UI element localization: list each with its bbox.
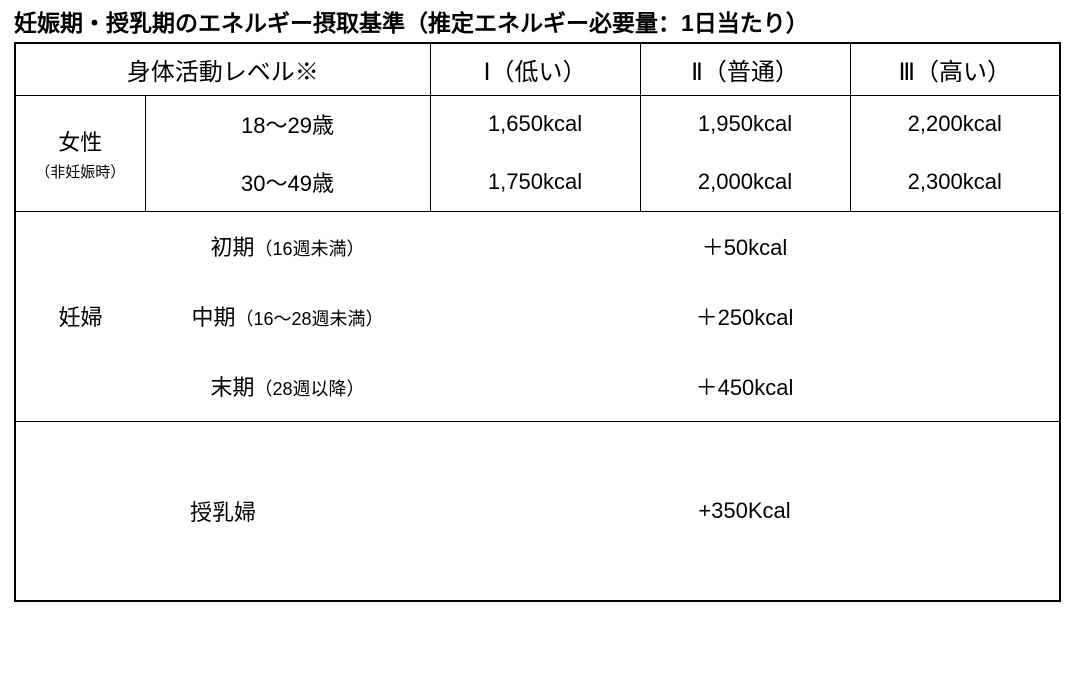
val-1-0: 1,750kcal (430, 153, 640, 211)
pregnant-label-cell: 妊婦 (15, 211, 145, 421)
lactating-row: 授乳婦 +350Kcal (15, 421, 1060, 601)
activity-label: 身体活動レベル※ (15, 43, 430, 95)
age-0: 18〜29歳 (145, 95, 430, 153)
val-1-1: 2,000kcal (640, 153, 850, 211)
val-0-2: 2,200kcal (850, 95, 1060, 153)
level-3: Ⅲ（高い） (850, 43, 1060, 95)
lactating-label: 授乳婦 (15, 421, 430, 601)
phase-2-name: 末期 (210, 375, 254, 400)
female-row-2: 30〜49歳 1,750kcal 2,000kcal 2,300kcal (15, 153, 1060, 211)
pregnant-row-1: 中期（16〜28週未満） ＋250kcal (15, 281, 1060, 351)
val-1-2: 2,300kcal (850, 153, 1060, 211)
phase-1-name: 中期 (191, 305, 235, 330)
val-0-1: 1,950kcal (640, 95, 850, 153)
pregnant-row-0: 妊婦 初期（16週未満） ＋50kcal (15, 211, 1060, 281)
age-1: 30〜49歳 (145, 153, 430, 211)
phase-0-weeks: （16週未満） (254, 239, 364, 259)
phase-0: 初期（16週未満） (145, 211, 430, 281)
energy-table: 身体活動レベル※ Ⅰ（低い） Ⅱ（普通） Ⅲ（高い） 女性 （非妊娠時） 18〜… (14, 42, 1061, 602)
female-label: 女性 (58, 130, 102, 155)
phase-0-name: 初期 (210, 235, 254, 260)
header-row: 身体活動レベル※ Ⅰ（低い） Ⅱ（普通） Ⅲ（高い） (15, 43, 1060, 95)
table-title: 妊娠期・授乳期のエネルギー摂取基準（推定エネルギー必要量：1日当たり） (0, 0, 1080, 42)
phase-2-weeks: （28週以降） (254, 379, 364, 399)
phase-1-value: ＋250kcal (430, 281, 1060, 351)
level-2: Ⅱ（普通） (640, 43, 850, 95)
female-row-1: 女性 （非妊娠時） 18〜29歳 1,650kcal 1,950kcal 2,2… (15, 95, 1060, 153)
pregnant-label: 妊婦 (58, 305, 102, 330)
phase-2-value: ＋450kcal (430, 351, 1060, 421)
phase-1-weeks: （16〜28週未満） (235, 309, 383, 329)
phase-0-value: ＋50kcal (430, 211, 1060, 281)
female-label-cell: 女性 （非妊娠時） (15, 95, 145, 211)
lactating-value: +350Kcal (430, 421, 1060, 601)
val-0-0: 1,650kcal (430, 95, 640, 153)
phase-2: 末期（28週以降） (145, 351, 430, 421)
phase-1: 中期（16〜28週未満） (145, 281, 430, 351)
level-1: Ⅰ（低い） (430, 43, 640, 95)
pregnant-row-2: 末期（28週以降） ＋450kcal (15, 351, 1060, 421)
female-sublabel: （非妊娠時） (17, 161, 144, 182)
